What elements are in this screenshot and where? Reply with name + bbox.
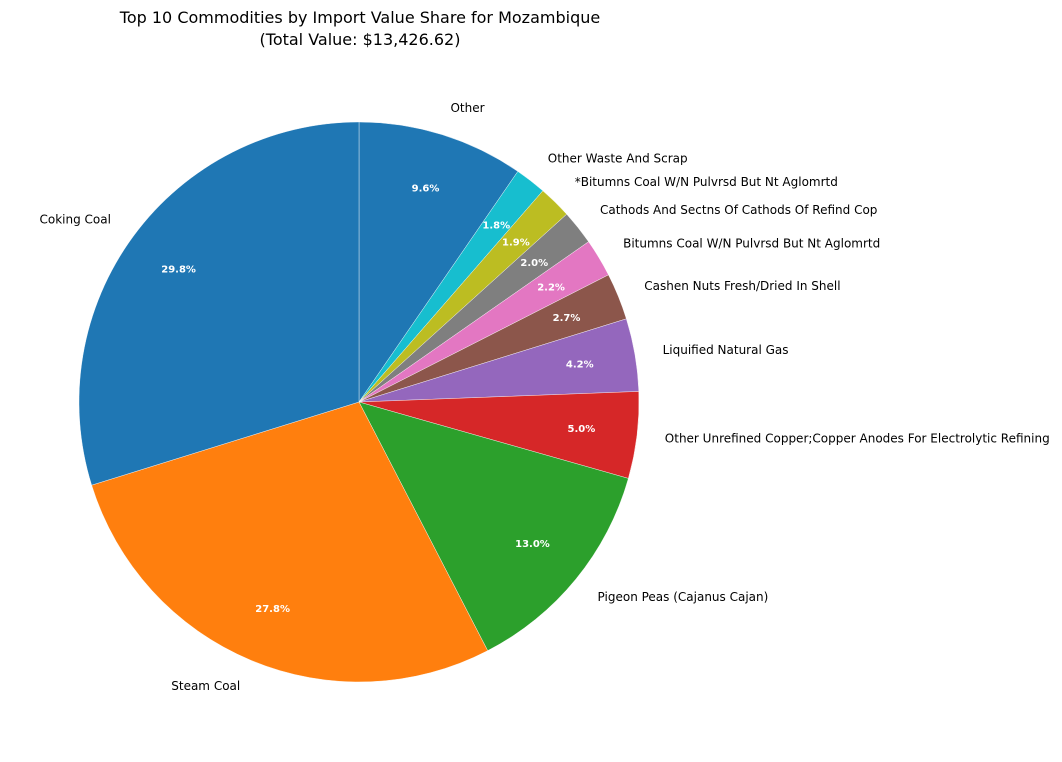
- slice-percent-label: 2.7%: [553, 313, 581, 324]
- slice-category-label: Other Unrefined Copper;Copper Anodes For…: [665, 432, 1050, 446]
- slice-category-label: *Bitumns Coal W/N Pulvrsd But Nt Aglomrt…: [575, 175, 838, 189]
- slice-percent-label: 1.9%: [502, 238, 530, 249]
- slice-percent-label: 29.8%: [161, 265, 196, 276]
- slice-percent-label: 2.0%: [520, 258, 548, 269]
- slice-percent-label: 27.8%: [255, 604, 290, 615]
- slice-category-label: Pigeon Peas (Cajanus Cajan): [598, 590, 769, 604]
- slice-category-label: Cathods And Sectns Of Cathods Of Refind …: [600, 203, 877, 217]
- pie-slice: [78, 121, 360, 486]
- chart-title: Top 10 Commodities by Import Value Share…: [119, 8, 601, 27]
- pie-slice: [358, 121, 519, 403]
- slice-percent-label: 5.0%: [568, 424, 596, 435]
- pie-slice: [91, 401, 488, 683]
- slice-percent-label: 2.2%: [537, 282, 565, 293]
- slice-percent-label: 9.6%: [412, 184, 440, 195]
- slice-category-label: Other Waste And Scrap: [548, 152, 688, 166]
- slice-category-label: Liquified Natural Gas: [663, 343, 789, 357]
- slice-category-label: Steam Coal: [171, 679, 240, 693]
- slice-percent-label: 13.0%: [515, 539, 550, 550]
- chart-subtitle: (Total Value: $13,426.62): [259, 30, 461, 49]
- slice-percent-label: 1.8%: [482, 221, 510, 232]
- slice-category-label: Other: [450, 101, 484, 115]
- slice-category-label: Coking Coal: [40, 212, 111, 226]
- slice-category-label: Cashen Nuts Fresh/Dried In Shell: [644, 279, 840, 293]
- slice-category-label: Bitumns Coal W/N Pulvrsd But Nt Aglomrtd: [623, 237, 880, 251]
- pie-slice: [358, 401, 629, 651]
- slice-percent-label: 4.2%: [566, 360, 594, 371]
